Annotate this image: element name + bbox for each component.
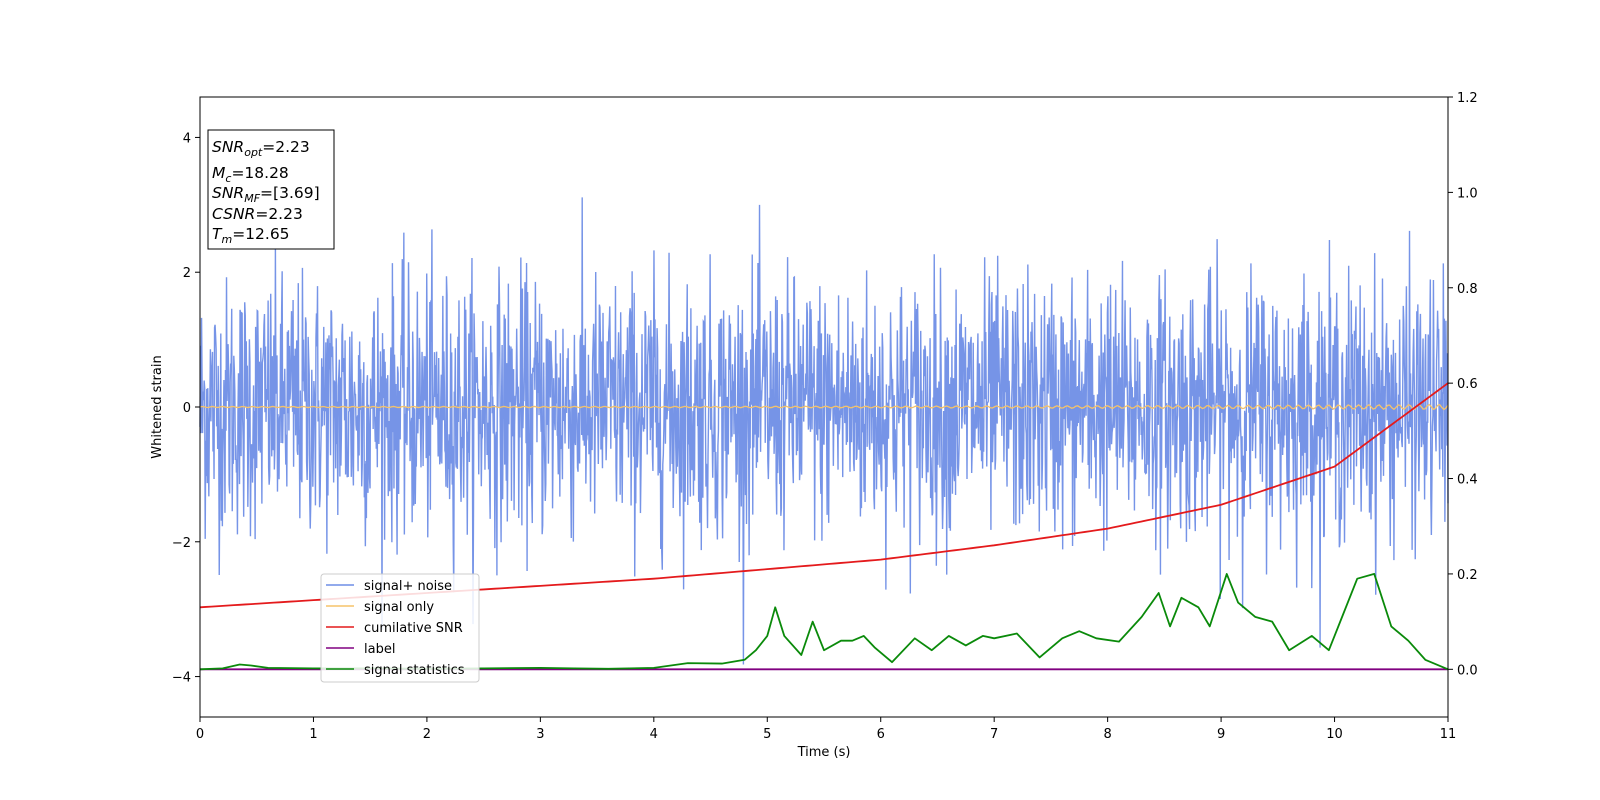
x-tick-label: 0 xyxy=(196,727,204,742)
legend-label-stats: signal statistics xyxy=(364,663,465,678)
y-right-tick-label: 0.4 xyxy=(1457,473,1478,488)
y-axis-left: −4 −2 0 2 4 xyxy=(172,131,200,686)
signal-only-line xyxy=(199,403,1449,411)
y-right-tick-label: 0.0 xyxy=(1457,663,1478,678)
info-snr-mf: SNRMF=[3.69] xyxy=(212,184,320,205)
info-mc: Mc=18.28 xyxy=(212,164,289,185)
y-right-tick-label: 0.6 xyxy=(1457,377,1478,392)
y-right-tick-label: 1.2 xyxy=(1457,91,1478,106)
info-tm: Tm=12.65 xyxy=(212,225,290,246)
info-csnr: CSNR=2.23 xyxy=(212,205,303,223)
legend-label-signal: signal only xyxy=(364,600,434,615)
x-tick-label: 9 xyxy=(1217,727,1225,742)
noise-series xyxy=(199,197,1449,665)
x-tick-label: 6 xyxy=(877,727,885,742)
x-tick-label: 1 xyxy=(309,727,317,742)
legend: signal+ noise signal only cumilative SNR… xyxy=(320,573,480,683)
y-axis-right: 0.0 0.2 0.4 0.6 0.8 1.0 1.2 xyxy=(1448,91,1478,678)
y-axis-label: Whitened strain xyxy=(150,355,165,458)
legend-label-noise: signal+ noise xyxy=(364,579,452,594)
y-left-tick-label: −2 xyxy=(172,536,191,551)
noise-series-line xyxy=(199,197,1449,665)
x-axis: 0 1 2 3 4 5 6 7 8 9 10 11 xyxy=(196,717,1456,742)
y-right-tick-label: 0.8 xyxy=(1457,282,1478,297)
y-left-tick-label: 2 xyxy=(183,266,191,281)
y-right-tick-label: 0.2 xyxy=(1457,568,1478,583)
legend-label-label: label xyxy=(364,642,395,657)
legend-label-snr: cumilative SNR xyxy=(364,621,463,636)
x-tick-label: 5 xyxy=(763,727,771,742)
info-box: SNRopt=2.23 Mc=18.28 SNRMF=[3.69] CSNR=2… xyxy=(207,129,335,250)
x-tick-label: 11 xyxy=(1440,727,1457,742)
y-left-tick-label: 0 xyxy=(183,401,191,416)
x-tick-label: 7 xyxy=(990,727,998,742)
x-tick-label: 2 xyxy=(423,727,431,742)
x-tick-label: 3 xyxy=(536,727,544,742)
y-left-tick-label: 4 xyxy=(183,131,191,146)
x-tick-label: 10 xyxy=(1326,727,1343,742)
signal-statistics-line xyxy=(199,573,1449,671)
x-tick-label: 4 xyxy=(650,727,658,742)
info-snr-opt: SNRopt=2.23 xyxy=(212,138,310,159)
x-tick-label: 8 xyxy=(1103,727,1111,742)
x-axis-label: Time (s) xyxy=(797,745,851,760)
y-left-tick-label: −4 xyxy=(172,671,191,686)
y-right-tick-label: 1.0 xyxy=(1457,186,1478,201)
